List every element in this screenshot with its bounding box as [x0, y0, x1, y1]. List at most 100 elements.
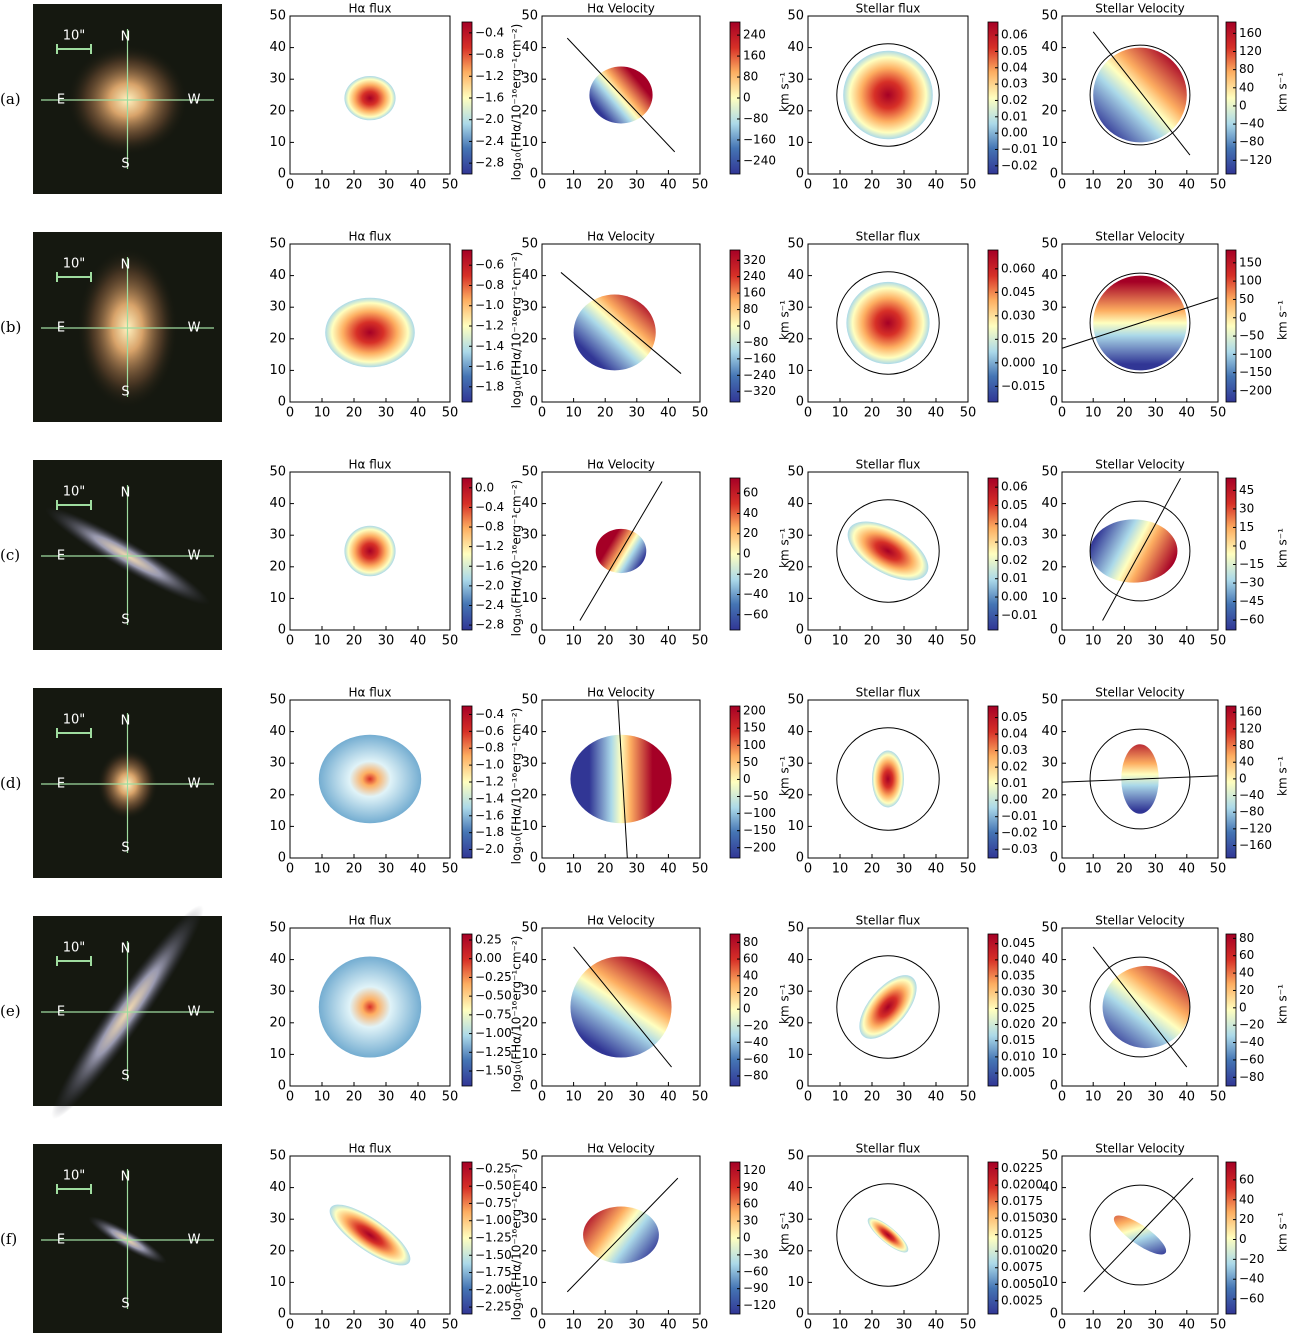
- colorbar: [462, 934, 472, 1086]
- colorbar-tick-label: 0.060: [1001, 261, 1035, 275]
- y-tick-label: 30: [787, 984, 804, 999]
- colorbar-tick-label: −60: [743, 607, 768, 621]
- map-region: [319, 735, 421, 823]
- x-tick-label: 30: [1147, 406, 1164, 421]
- colorbar-tick-label: −1.8: [475, 825, 504, 839]
- colorbar: [1226, 22, 1236, 174]
- y-tick-label: 50: [1041, 1149, 1058, 1164]
- x-tick-label: 20: [864, 634, 881, 649]
- map-region: [863, 1212, 912, 1257]
- colorbar-tick-label: −1.4: [475, 791, 504, 805]
- y-tick-label: 50: [269, 9, 286, 24]
- x-tick-label: 0: [1058, 1090, 1066, 1105]
- y-tick-label: 40: [1041, 952, 1058, 967]
- colorbar-tick-label: 100: [1239, 274, 1262, 288]
- compass-s: S: [121, 385, 129, 400]
- map-region: [322, 1195, 419, 1276]
- panel-title: Stellar Velocity: [1095, 230, 1185, 244]
- x-tick-label: 20: [1116, 178, 1133, 193]
- y-tick-label: 20: [269, 103, 286, 118]
- y-tick-label: 40: [269, 724, 286, 739]
- colorbar-tick-label: 80: [1239, 62, 1254, 76]
- y-tick-label: 20: [787, 559, 804, 574]
- map-region: [570, 956, 671, 1057]
- y-tick-label: 40: [787, 952, 804, 967]
- x-tick-label: 10: [1085, 862, 1102, 877]
- y-tick-label: 20: [1041, 787, 1058, 802]
- x-tick-label: 30: [896, 178, 913, 193]
- y-tick-label: 50: [269, 1149, 286, 1164]
- y-tick-label: 10: [269, 1275, 286, 1290]
- colorbar-tick-label: 20: [1239, 983, 1254, 997]
- colorbar-tick-label: −40: [1239, 1035, 1264, 1049]
- colorbar-tick-label: 0.030: [1001, 985, 1035, 999]
- x-tick-label: 50: [1210, 862, 1227, 877]
- colorbar-tick-label: −0.25: [475, 1161, 512, 1175]
- y-tick-label: 50: [1041, 237, 1058, 252]
- y-tick-label: 20: [787, 1243, 804, 1258]
- colorbar-tick-label: −160: [1239, 838, 1272, 852]
- colorbar-tick-label: 150: [743, 721, 766, 735]
- figure: (a)10"NSEWHα flux0102030405001020304050−…: [0, 0, 1295, 1333]
- y-tick-label: 50: [787, 693, 804, 708]
- row-label: (e): [0, 1002, 21, 1020]
- colorbar-tick-label: 0.05: [1001, 710, 1028, 724]
- y-tick-label: 50: [269, 693, 286, 708]
- colorbar-tick-label: −2.25: [475, 1300, 512, 1314]
- colorbar-tick-label: 0.01: [1001, 571, 1028, 585]
- colorbar-tick-label: −1.00: [475, 1026, 512, 1040]
- colorbar-tick-label: 0.00: [475, 951, 502, 965]
- x-tick-label: 40: [410, 1090, 427, 1105]
- colorbar-tick-label: 160: [1239, 26, 1262, 40]
- colorbar-tick-label: −0.8: [475, 278, 504, 292]
- colorbar-tick-label: 0.035: [1001, 969, 1035, 983]
- colorbar-tick-label: 0: [743, 772, 751, 786]
- x-tick-label: 40: [410, 178, 427, 193]
- map-region: [344, 76, 395, 120]
- colorbar-tick-label: 20: [743, 985, 758, 999]
- y-tick-label: 0: [1050, 167, 1058, 182]
- y-tick-label: 20: [787, 1015, 804, 1030]
- x-tick-label: 0: [286, 1090, 294, 1105]
- y-tick-label: 0: [530, 395, 538, 410]
- y-tick-label: 10: [1041, 1275, 1058, 1290]
- y-tick-label: 40: [521, 268, 538, 283]
- y-tick-label: 0: [278, 1079, 286, 1094]
- compass-e: E: [57, 321, 65, 336]
- colorbar-tick-label: 0.02: [1001, 760, 1028, 774]
- y-tick-label: 40: [787, 496, 804, 511]
- colorbar-tick-label: −0.01: [1001, 608, 1038, 622]
- y-tick-label: 20: [1041, 1015, 1058, 1030]
- x-tick-label: 30: [378, 178, 395, 193]
- colorbar-tick-label: 160: [1239, 705, 1262, 719]
- y-tick-label: 10: [787, 819, 804, 834]
- colorbar-tick-label: 0.000: [1001, 355, 1035, 369]
- x-tick-label: 30: [378, 406, 395, 421]
- colorbar-tick-label: 0.00: [1001, 126, 1028, 140]
- panel-title: Stellar Velocity: [1095, 1142, 1185, 1156]
- compass-n: N: [121, 714, 131, 729]
- colorbar-tick-label: −2.0: [475, 112, 504, 126]
- colorbar-tick-label: −0.75: [475, 1007, 512, 1021]
- y-tick-label: 30: [521, 528, 538, 543]
- x-tick-label: 10: [1085, 634, 1102, 649]
- colorbar-tick-label: 0.06: [1001, 480, 1028, 494]
- x-tick-label: 20: [597, 1318, 614, 1333]
- y-tick-label: 0: [278, 167, 286, 182]
- row-label: (d): [0, 774, 21, 792]
- colorbar-tick-label: 0.05: [1001, 498, 1028, 512]
- y-tick-label: 0: [530, 623, 538, 638]
- colorbar-tick-label: 0.0200: [1001, 1178, 1043, 1192]
- colorbar-tick-label: 100: [743, 738, 766, 752]
- panel-title: Hα Velocity: [587, 686, 655, 700]
- x-tick-label: 20: [346, 862, 363, 877]
- x-tick-label: 50: [1210, 1090, 1227, 1105]
- colorbar-tick-label: −60: [1239, 613, 1264, 627]
- y-tick-label: 0: [796, 851, 804, 866]
- x-tick-label: 20: [864, 1090, 881, 1105]
- position-angle: [567, 38, 674, 152]
- map-region: [319, 956, 421, 1057]
- y-tick-label: 10: [521, 135, 538, 150]
- x-tick-label: 50: [960, 406, 977, 421]
- y-tick-label: 10: [1041, 819, 1058, 834]
